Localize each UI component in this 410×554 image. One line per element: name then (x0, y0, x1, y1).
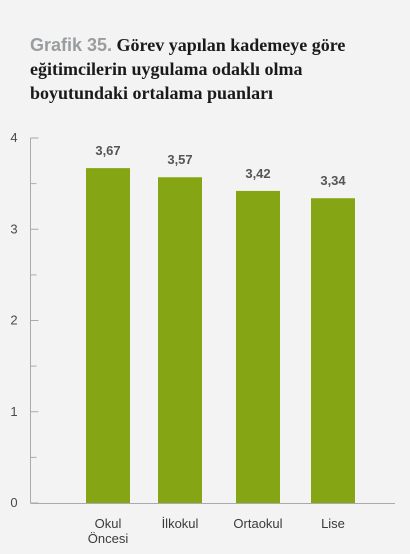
x-category-label: Ortaokul (233, 516, 282, 531)
bar-value-label: 3,57 (167, 152, 192, 167)
x-category-label-line: İlkokul (162, 516, 199, 531)
y-tick-label: 3 (10, 221, 17, 236)
bar-value-label: 3,34 (320, 173, 346, 188)
chart-title-text: Görev yapılan kademeye göre eğitimcileri… (30, 35, 346, 103)
x-category-label-line: Ortaokul (233, 516, 282, 531)
bar (158, 177, 202, 504)
chart-title-prefix: Grafik 35. (30, 35, 113, 55)
bar-value-label: 3,67 (95, 143, 120, 158)
x-category-label: İlkokul (162, 516, 199, 531)
bar (311, 198, 355, 503)
y-tick-label: 0 (10, 495, 17, 510)
bar (236, 190, 280, 504)
x-category-label-line: Okul (95, 516, 122, 531)
x-category-label: Okul Öncesi (88, 516, 129, 546)
y-tick-label: 4 (10, 130, 17, 145)
x-category-label-line: Öncesi (88, 531, 129, 546)
y-tick-label: 2 (10, 313, 17, 328)
x-category-label-line: Lise (321, 516, 345, 531)
y-tick-label: 1 (10, 404, 17, 419)
bar (86, 168, 130, 504)
bar-value-label: 3,42 (245, 166, 270, 181)
x-category-label: Lise (321, 516, 345, 531)
chart-title: Grafik 35. Görev yapılan kademeye göre e… (30, 33, 390, 105)
